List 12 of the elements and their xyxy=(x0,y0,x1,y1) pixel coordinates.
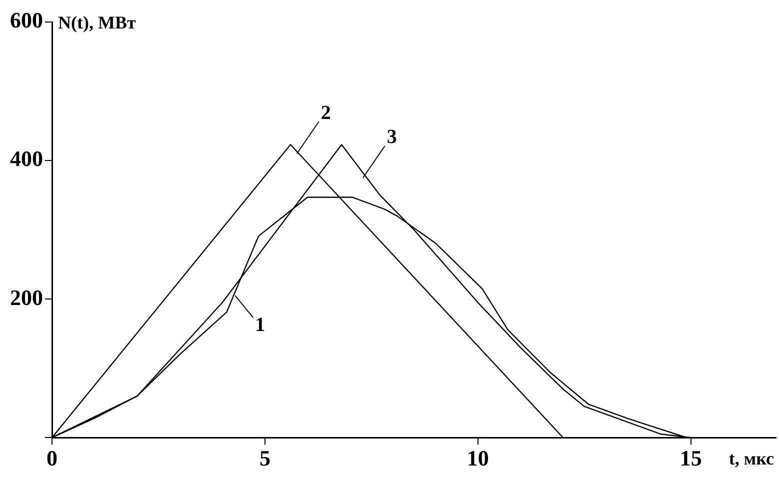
y-axis-title: N(t), МВт xyxy=(58,12,136,33)
x-axis-title: t, мкс xyxy=(728,448,774,469)
x-tick-label: 10 xyxy=(466,445,489,470)
x-tick-label: 0 xyxy=(46,445,58,470)
x-tick-label: 15 xyxy=(680,445,702,470)
y-tick-label: 200 xyxy=(10,284,43,310)
y-tick-label: 600 xyxy=(10,8,43,33)
annotation: 2 xyxy=(320,102,331,124)
y-tick-label: 400 xyxy=(10,146,43,172)
annotation: 3 xyxy=(386,126,397,148)
annotation: 1 xyxy=(255,314,266,336)
x-tick-label: 5 xyxy=(259,445,270,470)
